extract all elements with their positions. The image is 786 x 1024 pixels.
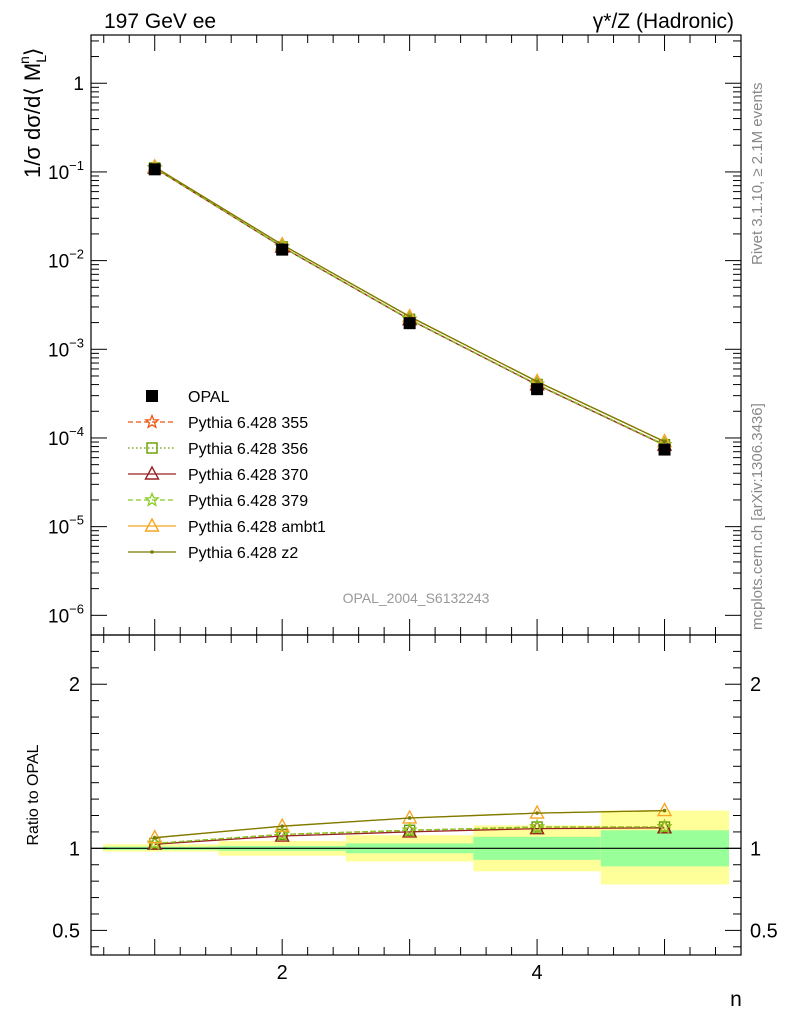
series-pythia-6-428-370	[147, 159, 673, 451]
main-y-tick-label: 10−4	[48, 424, 84, 450]
ratio-line-pythia-6-428-370	[154, 827, 665, 845]
ratio-series-pythia-6-428-z2	[152, 808, 667, 840]
series-pythia-6-428-355	[146, 159, 673, 452]
ratio-ticks: 0.5 0.5 1 1 2 2 2 4	[52, 635, 778, 984]
main-ticks: 1 10−1 10−2 10−3 10−4 10−5 10−6	[48, 35, 741, 635]
main-ylabel-text: 1/σ dσ/d⟨ M	[20, 63, 45, 178]
ratio-point-pythia-6-428-ambt1	[274, 817, 290, 832]
data-point-opal	[403, 317, 416, 330]
main-y-tick-label: 10−2	[48, 247, 84, 273]
data-point-opal	[658, 443, 671, 456]
series-line-pythia-6-428-z2	[154, 166, 665, 443]
ratio-point-pythia-6-428-379	[656, 818, 673, 834]
ratio-y-tick-label: 1	[69, 838, 80, 860]
ratio-series	[146, 802, 673, 851]
header-left: 197 GeV ee	[104, 10, 216, 33]
x-tick-label: 2	[277, 962, 288, 984]
data-point-pythia-6-428-z2	[662, 439, 667, 444]
series-pythia-6-428-z2	[152, 165, 667, 444]
legend-label: Pythia 6.428 ambt1	[188, 519, 326, 536]
main-ylabel-sup: n	[16, 56, 32, 64]
ratio-y-tick-label-right: 1	[750, 838, 761, 860]
legend-item-pythia-6-428-370: Pythia 6.428 370	[128, 465, 308, 484]
legend-marker	[144, 517, 160, 532]
series-opal	[148, 163, 671, 456]
series-line-pythia-6-428-379	[154, 167, 665, 446]
ratio-ylabel: Ratio to OPAL	[25, 744, 42, 845]
main-ylabel-tail: ⟩	[20, 48, 45, 57]
ratio-point-pythia-6-428-ambt1	[529, 804, 545, 819]
data-point-opal	[148, 163, 161, 176]
main-y-tick-label: 10−5	[48, 513, 84, 539]
ratio-panel: 0.5 0.5 1 1 2 2 2 4 Ratio to OPAL n	[25, 634, 778, 1011]
legend-label: Pythia 6.428 379	[188, 493, 308, 510]
series-line-pythia-6-428-370	[154, 167, 665, 446]
ratio-point-pythia-6-428-ambt1	[401, 809, 418, 824]
x-axis-label: n	[730, 988, 742, 1011]
ratio-point-pythia-6-428-ambt1	[147, 829, 163, 844]
ratio-y-tick-label: 0.5	[52, 920, 80, 942]
legend-label: OPAL	[188, 389, 230, 406]
main-panel: 1 10−1 10−2 10−3 10−4 10−5 10−6 OPAL_2004_S613…	[16, 34, 742, 636]
main-series	[146, 158, 673, 456]
legend-item-pythia-6-428-355: Pythia 6.428 355	[128, 413, 308, 432]
series-line-pythia-6-428-ambt1	[154, 166, 665, 443]
legend-item-opal: OPAL	[146, 389, 230, 406]
ratio-point-pythia-6-428-379	[146, 835, 163, 851]
legend-item-pythia-6-428-356: Pythia 6.428 356	[128, 441, 308, 458]
main-ylabel: 1/σ dσ/d⟨ MLn⟩	[16, 48, 49, 178]
x-tick-label: 4	[532, 962, 543, 984]
data-point-opal	[531, 383, 544, 396]
legend-marker	[144, 413, 160, 429]
ratio-line-pythia-6-428-379	[154, 826, 665, 845]
ratio-series-pythia-6-428-379	[146, 818, 673, 851]
data-point-opal	[276, 243, 289, 256]
legend-label: Pythia 6.428 z2	[188, 545, 298, 562]
legend-marker	[150, 550, 154, 554]
main-y-tick-label: 1	[73, 74, 84, 95]
legend-marker	[146, 442, 158, 454]
legend-item-pythia-6-428-ambt1: Pythia 6.428 ambt1	[128, 517, 326, 536]
legend: OPAL Pythia 6.428 355 Pythia 6.428 356 Pyth…	[128, 389, 326, 562]
series-line-pythia-6-428-355	[154, 167, 665, 446]
main-ylabel-sub: L	[33, 55, 49, 63]
legend-marker	[144, 465, 160, 480]
legend-marker	[144, 491, 160, 507]
ratio-y-tick-label: 2	[69, 674, 80, 696]
legend-marker	[146, 390, 158, 402]
legend-label: Pythia 6.428 355	[188, 415, 308, 432]
main-y-tick-label: 10−1	[48, 158, 84, 184]
legend-label: Pythia 6.428 370	[188, 467, 308, 484]
legend-item-pythia-6-428-379: Pythia 6.428 379	[128, 491, 308, 510]
ratio-y-tick-label-right: 0.5	[750, 920, 778, 942]
ratio-point-pythia-6-428-379	[529, 818, 545, 834]
data-point-pythia-6-428-z2	[535, 379, 539, 384]
side-text-bottom: mcplots.cern.ch [arXiv:1306.3436]	[749, 403, 766, 630]
ratio-point-pythia-6-428-ambt1	[656, 802, 673, 817]
legend-label: Pythia 6.428 356	[188, 441, 308, 458]
ratio-frame	[90, 634, 742, 956]
ratio-point-pythia-6-428-379	[274, 826, 291, 842]
side-text-top: Rivet 3.1.10, ≥ 2.1M events	[749, 83, 766, 266]
ratio-point-pythia-6-428-z2	[662, 808, 667, 813]
header-right: γ*/Z (Hadronic)	[593, 10, 734, 33]
ratio-point-pythia-6-428-z2	[535, 811, 539, 815]
ratio-point-pythia-6-428-z2	[280, 824, 284, 828]
main-y-tick-label: 10−6	[48, 601, 84, 627]
series-line-pythia-6-428-356	[154, 167, 665, 446]
series-pythia-6-428-379	[146, 159, 673, 452]
main-y-tick-label: 10−3	[48, 335, 84, 361]
ratio-y-tick-label-right: 2	[750, 674, 761, 696]
ratio-point-pythia-6-428-z2	[407, 816, 412, 820]
ratio-point-pythia-6-428-379	[401, 821, 418, 837]
ratio-point-pythia-6-428-z2	[152, 835, 157, 840]
watermark: OPAL_2004_S6132243	[343, 590, 490, 606]
legend-item-pythia-6-428-z2: Pythia 6.428 z2	[128, 545, 298, 562]
